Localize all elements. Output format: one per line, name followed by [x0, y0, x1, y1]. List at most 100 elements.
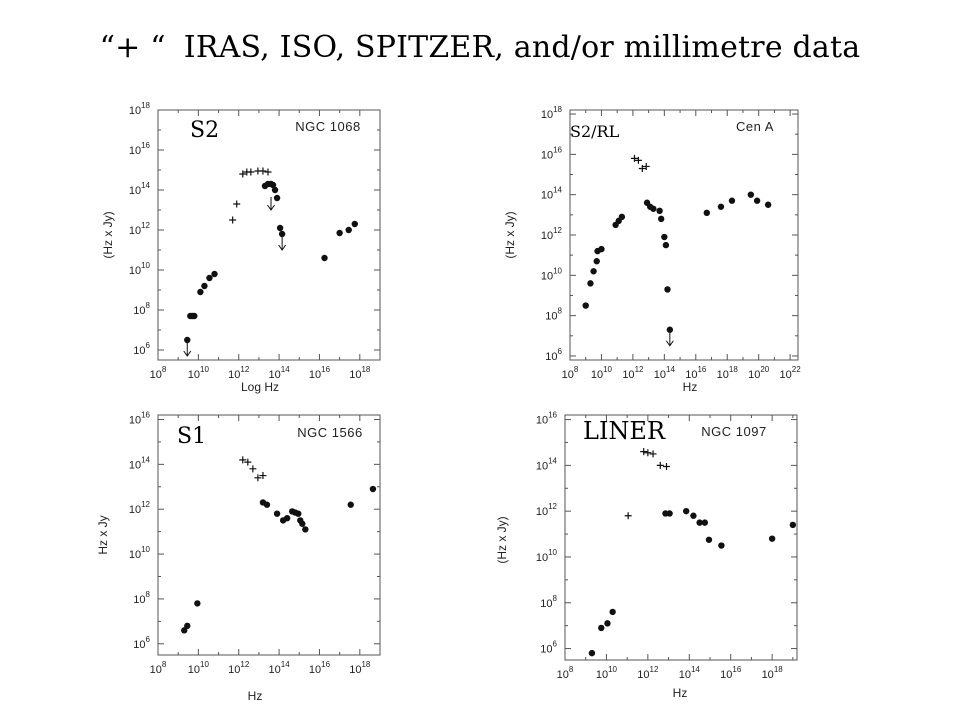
data-point — [718, 542, 725, 549]
data-point — [768, 535, 776, 542]
upper-bound-plus — [630, 154, 638, 162]
slide-title: “+ “ IRAS, ISO, SPITZER, and/or millimetr… — [0, 30, 960, 65]
y-tick-label: 1016 — [541, 145, 563, 161]
data-point — [690, 512, 697, 519]
x-tick-label: 1018 — [349, 660, 371, 676]
chart-ngc1097: 108 1010 1012 1014 1016 101810610810101012101… — [495, 411, 798, 700]
data-point — [197, 288, 204, 296]
data-point — [661, 233, 668, 241]
y-tick-label: 1010 — [129, 261, 151, 277]
y-tick-label: 106 — [540, 640, 557, 656]
data-point — [184, 336, 191, 344]
data-point — [717, 203, 725, 210]
data-point — [618, 213, 626, 221]
y-tick-label: 108 — [545, 307, 562, 323]
y-tick-label: 1018 — [541, 105, 563, 121]
upper-bound-plus — [247, 168, 255, 176]
object-name-label: NGC 1097 — [701, 424, 766, 439]
data-point — [701, 519, 709, 526]
data-point — [206, 274, 213, 282]
x-tick-label: 1014 — [654, 365, 676, 381]
data-point — [662, 241, 670, 249]
y-tick-label: 1012 — [129, 221, 151, 237]
data-point — [211, 270, 218, 278]
upper-bound-plus — [264, 168, 272, 176]
data-point — [650, 205, 657, 212]
data-point — [271, 186, 279, 194]
upper-bound-plus — [624, 512, 632, 520]
data-point — [582, 302, 589, 309]
y-tick-label: 1012 — [129, 500, 151, 516]
data-point — [588, 649, 596, 657]
data-point — [321, 254, 328, 262]
x-tick-label: 1010 — [591, 365, 613, 381]
plot-frame — [569, 109, 799, 361]
x-tick-label: 108 — [562, 365, 579, 381]
data-point — [703, 209, 710, 217]
upper-bound-plus — [640, 448, 648, 456]
y-tick-label: 106 — [133, 341, 150, 357]
x-tick-label: 1020 — [748, 365, 770, 381]
data-point — [598, 245, 605, 253]
slide-title-main: IRAS, ISO, SPITZER, and/or millimetre da… — [183, 30, 861, 65]
data-point — [664, 286, 671, 293]
x-tick-label: 1012 — [637, 665, 659, 681]
y-tick-label: 1010 — [536, 548, 558, 564]
data-point — [789, 521, 797, 529]
upper-bound-plus — [239, 170, 247, 178]
x-tick-label: 1012 — [622, 365, 644, 381]
agn-class-label: S1 — [177, 424, 206, 449]
data-point — [696, 519, 703, 526]
y-tick-label: 1018 — [129, 101, 151, 117]
x-tick-label: 1016 — [685, 365, 707, 381]
upper-bound-plus — [239, 456, 247, 464]
y-tick-label: 106 — [545, 347, 562, 363]
upper-limit-arrow — [278, 237, 287, 251]
data-point — [666, 510, 673, 517]
upper-limit-arrow — [267, 197, 275, 211]
data-point — [181, 627, 188, 634]
data-point — [347, 501, 354, 508]
upper-bound-plus — [233, 200, 241, 208]
y-tick-label: 1016 — [129, 410, 151, 426]
y-tick-label: 1010 — [129, 545, 151, 561]
object-name-label: Cen A — [736, 119, 774, 134]
data-point — [604, 620, 611, 627]
x-tick-label: 108 — [557, 665, 574, 681]
upper-bound-plus — [663, 463, 670, 471]
agn-class-label: S2 — [190, 118, 219, 143]
y-tick-label: 1014 — [129, 181, 151, 197]
plot-frame — [564, 414, 798, 661]
data-point — [351, 220, 358, 228]
upper-limit-arrow — [183, 343, 192, 357]
upper-bound-plus — [229, 216, 237, 224]
upper-bound-plus — [638, 164, 646, 172]
x-tick-label: 1010 — [596, 665, 618, 681]
data-point — [278, 230, 286, 238]
x-tick-label: 1014 — [269, 660, 291, 676]
data-point — [273, 510, 281, 517]
data-point — [336, 229, 343, 237]
slide-title-prefix: “+ “ — [99, 30, 166, 65]
upper-bound-plus — [649, 450, 657, 458]
x-tick-label: 1012 — [228, 660, 250, 676]
data-point — [269, 181, 277, 189]
y-tick-label: 1010 — [541, 266, 563, 282]
y-tick-label: 108 — [133, 590, 150, 606]
x-tick-label: 1018 — [349, 365, 371, 381]
upper-bound-plus — [259, 167, 267, 175]
x-tick-label: 1010 — [188, 660, 210, 676]
y-tick-label: 1016 — [129, 141, 151, 157]
y-tick-label: 1014 — [541, 186, 563, 202]
x-tick-label: 1012 — [228, 365, 250, 381]
upper-bound-plus — [634, 156, 642, 164]
data-point — [728, 197, 736, 204]
data-point — [598, 624, 605, 632]
y-axis-label: (Hz x Jy) — [101, 211, 115, 258]
data-point — [299, 520, 306, 527]
upper-bound-plus — [259, 472, 267, 480]
data-point — [658, 215, 665, 223]
y-axis-label: Hz x Jy — [96, 515, 110, 554]
data-point — [345, 226, 352, 234]
y-tick-label: 1014 — [536, 456, 558, 472]
